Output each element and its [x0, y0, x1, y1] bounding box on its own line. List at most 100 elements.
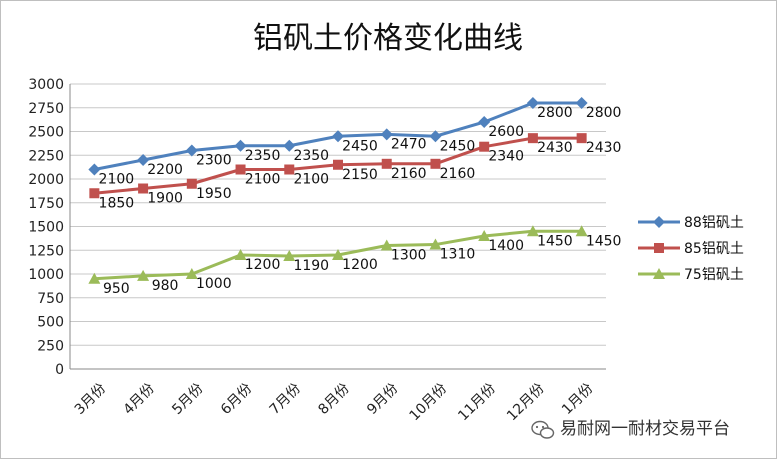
- data-point: [526, 225, 539, 237]
- data-label: 1190: [293, 258, 329, 274]
- watermark: 易耐网一耐材交易平台: [531, 419, 730, 439]
- data-label: 1450: [537, 233, 573, 249]
- data-label: 2150: [342, 167, 378, 183]
- data-point: [526, 97, 539, 109]
- data-label: 2350: [293, 148, 329, 164]
- data-point: [527, 133, 538, 144]
- y-tick-label: 2500: [28, 125, 64, 141]
- data-point: [283, 249, 296, 261]
- data-point: [185, 268, 198, 279]
- y-tick-label: 500: [37, 315, 64, 331]
- data-point: [575, 225, 588, 237]
- legend-item: 75铝矾土: [638, 267, 744, 283]
- data-point: [653, 268, 665, 279]
- data-point: [332, 249, 344, 260]
- data-point: [654, 243, 664, 253]
- data-point: [653, 216, 665, 228]
- y-tick-label: 0: [55, 362, 64, 378]
- data-label: 2450: [342, 138, 378, 154]
- data-label: 980: [152, 278, 179, 294]
- data-point: [429, 130, 442, 143]
- data-point: [429, 238, 442, 250]
- data-label: 1000: [196, 276, 232, 292]
- series-layer: [88, 97, 588, 284]
- y-tick-label: 1500: [28, 220, 64, 236]
- data-point: [138, 183, 149, 194]
- data-point: [380, 128, 393, 141]
- y-tick-label: 3000: [28, 77, 64, 93]
- data-label: 1300: [391, 248, 427, 264]
- data-point: [137, 154, 150, 166]
- data-point: [478, 230, 491, 241]
- y-tick-label: 2000: [28, 172, 64, 188]
- data-point: [235, 164, 246, 175]
- y-tick-label: 2750: [28, 101, 64, 117]
- data-point: [185, 144, 198, 157]
- y-tick-label: 750: [37, 291, 64, 307]
- data-label: 2100: [293, 172, 329, 188]
- data-label: 950: [103, 281, 130, 297]
- data-label: 1310: [440, 247, 476, 263]
- y-tick-label: 1750: [28, 196, 64, 212]
- legend-label: 85铝矾土: [684, 241, 744, 257]
- wechat-icon: [531, 420, 555, 439]
- data-label: 2200: [147, 162, 183, 178]
- data-point: [284, 164, 295, 175]
- data-point: [332, 130, 344, 143]
- data-point: [88, 163, 101, 176]
- legend-label: 88铝矾土: [684, 215, 744, 231]
- data-label: 2350: [245, 148, 281, 164]
- chart-title: 铝矾土价格变化曲线: [253, 21, 523, 56]
- data-point: [283, 139, 296, 152]
- y-tick-label: 250: [37, 338, 64, 354]
- y-tick-label: 2250: [28, 148, 64, 164]
- data-point: [576, 133, 587, 144]
- legend: 88铝矾土 85铝矾土 75铝矾土: [638, 215, 744, 283]
- data-label: 2430: [586, 140, 622, 156]
- watermark-text: 易耐网一耐材交易平台: [560, 419, 730, 439]
- data-point: [575, 97, 588, 109]
- data-label: 1400: [488, 238, 524, 254]
- data-point: [380, 239, 393, 251]
- data-label: 1850: [99, 195, 135, 211]
- series-3: [88, 225, 588, 284]
- data-point: [186, 178, 197, 189]
- legend-item: 88铝矾土: [638, 215, 744, 231]
- data-label: 2600: [488, 124, 524, 140]
- y-tick-label: 1250: [28, 243, 64, 259]
- data-point: [234, 139, 247, 152]
- data-label: 2160: [391, 166, 427, 182]
- data-point: [430, 158, 441, 169]
- data-label: 2160: [440, 166, 476, 182]
- data-label: 2450: [440, 138, 476, 154]
- data-point: [479, 141, 490, 152]
- data-label: 1950: [196, 186, 232, 202]
- data-point: [234, 249, 247, 260]
- series-1: [88, 97, 588, 176]
- legend-item: 85铝矾土: [638, 241, 744, 257]
- series-2: [89, 133, 587, 199]
- data-point: [333, 159, 343, 170]
- legend-label: 75铝矾土: [684, 267, 744, 283]
- data-label: 1200: [245, 257, 281, 273]
- data-label: 1450: [586, 233, 622, 249]
- data-label: 2470: [391, 136, 427, 152]
- data-point: [478, 116, 491, 128]
- data-label: 2800: [586, 105, 622, 121]
- data-point: [137, 269, 150, 281]
- data-label: 2300: [196, 153, 232, 169]
- data-label: 2430: [537, 140, 573, 156]
- data-label: 2340: [488, 149, 524, 165]
- data-label: 2800: [537, 105, 573, 121]
- data-point: [89, 188, 100, 199]
- y-tick-label: 1000: [28, 267, 64, 283]
- data-point: [88, 272, 101, 284]
- data-label: 1900: [147, 191, 183, 207]
- data-label: 1200: [342, 257, 378, 273]
- data-point: [381, 158, 392, 169]
- data-label: 2100: [245, 172, 281, 188]
- data-labels: 2100 2200 2300 2350 2350 2450 2470 2450 2600 2800…: [99, 105, 622, 297]
- data-label: 2100: [99, 172, 135, 188]
